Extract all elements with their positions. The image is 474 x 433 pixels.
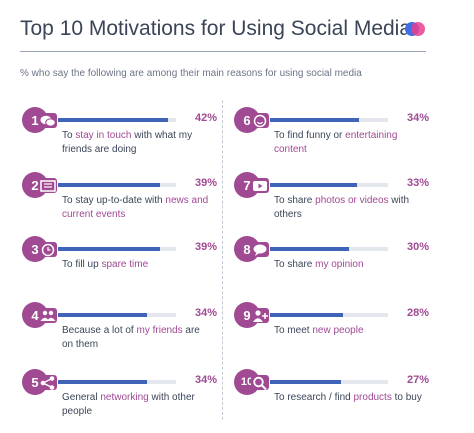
value-label: 34% — [194, 307, 217, 319]
bar-fill — [58, 247, 161, 251]
bar-fill — [58, 380, 148, 384]
motivation-item-8: 8 30% To share my opinion — [234, 236, 429, 292]
category-label: To stay in touch with what my friends ar… — [62, 130, 193, 155]
motivation-item-6: 6 34% To find funny or entertaining conten… — [234, 107, 429, 163]
brand-logo-icon — [405, 22, 425, 36]
bar-track — [270, 313, 388, 317]
motivation-item-2: 2 39% To stay up-to-date with news and cur… — [22, 172, 217, 228]
column-divider — [222, 100, 223, 420]
value-label: 39% — [194, 241, 217, 253]
motivation-item-10: 10 27% To research / find products to buy — [234, 369, 429, 425]
chat-bubbles-icon — [39, 113, 57, 128]
share-network-icon — [39, 375, 57, 390]
bar-track — [58, 380, 176, 384]
value-label: 42% — [194, 112, 217, 124]
motivation-item-3: 3 39% To fill up spare time — [22, 236, 217, 292]
value-label: 33% — [406, 177, 429, 189]
clock-icon — [39, 242, 57, 257]
video-play-icon — [251, 178, 269, 193]
bar-fill — [270, 247, 349, 251]
bar-track — [270, 380, 388, 384]
bar-track — [58, 183, 176, 187]
add-person-icon — [251, 308, 269, 323]
category-label: Because a lot of my friends are on them — [62, 325, 200, 350]
magnifier-icon — [251, 375, 269, 390]
bar-track — [58, 118, 176, 122]
chart-title: Top 10 Motivations for Using Social Medi… — [20, 17, 412, 40]
motivation-item-5: 5 34% General networking with other people — [22, 369, 217, 425]
title-divider — [20, 51, 426, 52]
value-label: 30% — [406, 241, 429, 253]
bar-track — [270, 247, 388, 251]
motivation-item-9: 9 28% To meet new people — [234, 302, 429, 358]
newspaper-icon — [39, 178, 57, 193]
bar-track — [58, 247, 176, 251]
category-label: To stay up-to-date with news and current… — [62, 195, 209, 220]
bar-fill — [270, 380, 341, 384]
value-label: 39% — [194, 177, 217, 189]
value-label: 34% — [406, 112, 429, 124]
bar-fill — [58, 313, 148, 317]
category-label: General networking with other people — [62, 392, 195, 417]
smiley-icon — [251, 113, 269, 128]
motivation-item-7: 7 33% To share photos or videos with other… — [234, 172, 429, 228]
value-label: 27% — [406, 374, 429, 386]
category-label: To share my opinion — [274, 259, 364, 270]
bar-fill — [58, 183, 161, 187]
category-label: To meet new people — [274, 325, 364, 336]
group-icon — [39, 308, 57, 323]
category-label: To find funny or entertaining content — [274, 130, 398, 155]
category-label: To research / find products to buy — [274, 392, 422, 403]
bar-fill — [270, 183, 357, 187]
value-label: 34% — [194, 374, 217, 386]
motivation-item-1: 1 42% To stay in touch with what my friend… — [22, 107, 217, 163]
bar-fill — [58, 118, 169, 122]
bar-fill — [270, 313, 344, 317]
category-label: To share photos or videos with others — [274, 195, 410, 220]
bar-fill — [270, 118, 360, 122]
chart-subtitle: % who say the following are among their … — [20, 68, 362, 79]
bar-track — [58, 313, 176, 317]
bar-track — [270, 183, 388, 187]
category-label: To fill up spare time — [62, 259, 149, 270]
speech-bubble-icon — [251, 242, 269, 257]
value-label: 28% — [406, 307, 429, 319]
motivation-item-4: 4 34% Because a lot of my friends are on t… — [22, 302, 217, 358]
bar-track — [270, 118, 388, 122]
